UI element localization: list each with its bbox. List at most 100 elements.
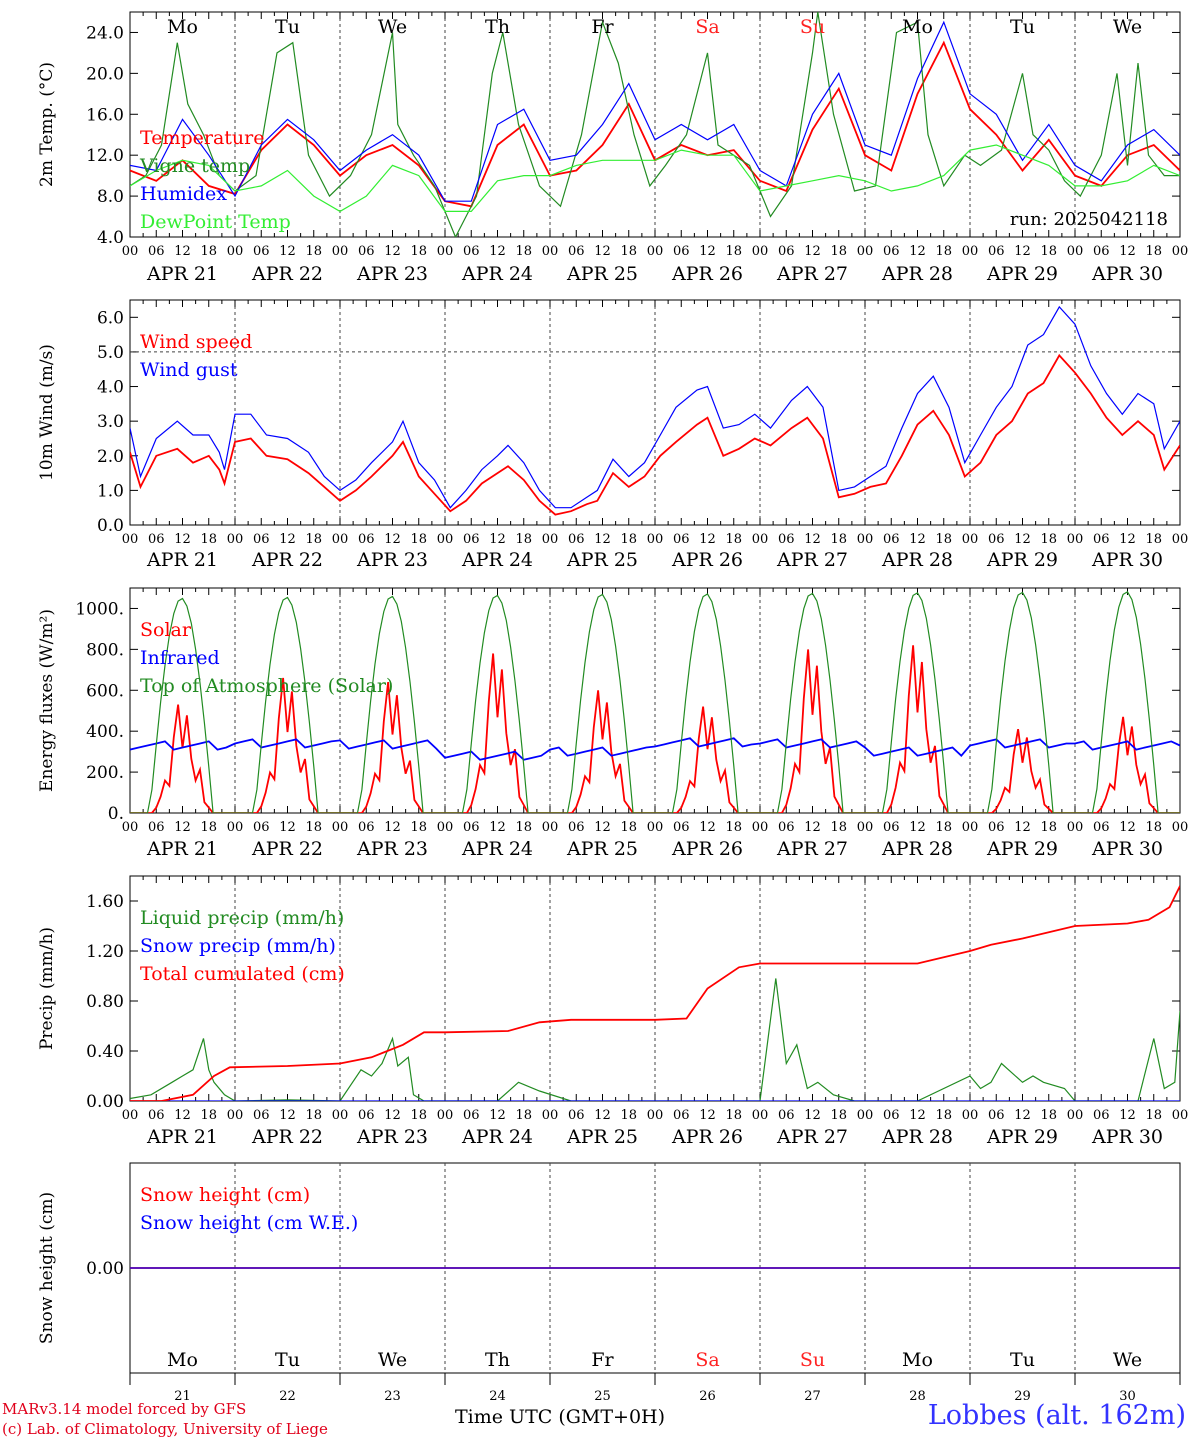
x-hour-label: 00 — [857, 244, 874, 259]
x-hour-label: 00 — [122, 820, 139, 835]
x-hour-label: 18 — [200, 820, 217, 835]
x-date-label: APR 26 — [671, 1126, 743, 1148]
weekday-label: We — [1113, 16, 1142, 38]
x-date-label: APR 27 — [776, 1126, 848, 1148]
x-hour-label: 18 — [305, 1108, 322, 1123]
x-hour-label: 06 — [253, 532, 270, 547]
weekday-label: Tu — [275, 16, 300, 38]
x-hour-label: 00 — [647, 820, 664, 835]
x-hour-label: 12 — [174, 820, 191, 835]
legend-entry: Wind gust — [140, 359, 238, 381]
series-group — [130, 885, 1180, 1101]
x-date-label: APR 27 — [776, 549, 848, 571]
x-hour-label: 00 — [647, 244, 664, 259]
x-hour-label: 18 — [200, 244, 217, 259]
x-hour-label: 00 — [227, 1108, 244, 1123]
x-hour-label: 00 — [542, 1108, 559, 1123]
x-hour-label: 18 — [410, 1108, 427, 1123]
weekday-label-bottom: Th — [485, 1349, 510, 1371]
weekday-label-bottom: Tu — [275, 1349, 300, 1371]
x-hour-label: 12 — [699, 1108, 716, 1123]
x-hour-label: 06 — [568, 820, 585, 835]
y-tick-label: 0.80 — [86, 992, 124, 1012]
x-hour-label: 18 — [305, 244, 322, 259]
series-line-dewpoint-temp — [130, 144, 1180, 213]
x-hour-label: 06 — [148, 1108, 165, 1123]
x-date-label: APR 25 — [566, 1126, 638, 1148]
x-hour-label: 06 — [883, 244, 900, 259]
x-hour-label: 06 — [463, 532, 480, 547]
x-hour-label: 06 — [568, 532, 585, 547]
legend-entry: Humidex — [140, 183, 227, 205]
day-number-label: 22 — [279, 1389, 296, 1404]
x-hour-label: 00 — [227, 244, 244, 259]
panel-energy-panel: 0. 200. 400. 600. 800. 1000. Energy fluxes (W/… — [37, 587, 1188, 860]
x-hour-label: 18 — [620, 820, 637, 835]
x-hour-label: 12 — [909, 244, 926, 259]
x-hour-label: 12 — [594, 532, 611, 547]
series-line-wind-speed — [130, 353, 1180, 516]
x-hour-label: 06 — [778, 1108, 795, 1123]
legend-entry: Liquid precip (mm/h) — [140, 907, 344, 929]
panel-frame — [129, 587, 1181, 814]
x-date-label: APR 23 — [356, 1126, 428, 1148]
y-tick-label: 6.0 — [97, 308, 124, 328]
x-hour-label: 00 — [437, 532, 454, 547]
x-hour-label: 18 — [620, 532, 637, 547]
x-axis-title: Time UTC (GMT+0H) — [455, 1406, 666, 1428]
x-hour-label: 06 — [883, 1108, 900, 1123]
series-group — [130, 12, 1180, 237]
x-date-label: APR 27 — [776, 838, 848, 860]
x-hour-label: 18 — [1040, 820, 1057, 835]
legend-entry: DewPoint Temp — [140, 211, 291, 233]
weekday-label: Sa — [695, 16, 719, 38]
credit-line-2: (c) Lab. of Climatology, University of L… — [2, 1420, 328, 1438]
x-hour-label: 00 — [1067, 532, 1084, 547]
series-line-solar — [130, 645, 1180, 813]
x-date-label: APR 25 — [566, 263, 638, 285]
y-tick-label: 600. — [86, 681, 124, 701]
y-tick-label: 16.0 — [86, 105, 124, 125]
x-date-label: APR 26 — [671, 838, 743, 860]
x-hour-label: 00 — [122, 244, 139, 259]
day-number-label: 24 — [489, 1389, 506, 1404]
y-tick-label: 400. — [86, 722, 124, 742]
x-hour-label: 12 — [909, 1108, 926, 1123]
x-hour-label: 00 — [332, 820, 349, 835]
x-hour-label: 18 — [935, 532, 952, 547]
y-tick-label: 0.0 — [97, 516, 124, 536]
x-hour-label: 18 — [410, 820, 427, 835]
x-date-label: APR 21 — [146, 549, 218, 571]
y-tick-label: 1.0 — [97, 481, 124, 501]
x-hour-label: 06 — [358, 532, 375, 547]
x-hour-label: 12 — [384, 532, 401, 547]
x-hour-label: 00 — [437, 244, 454, 259]
y-axis-label: 10m Wind (m/s) — [37, 344, 57, 481]
y-tick-label: 4.0 — [97, 378, 124, 398]
y-axis-label: Snow height (cm) — [37, 1192, 57, 1344]
x-hour-label: 18 — [515, 244, 532, 259]
x-hour-label: 12 — [594, 244, 611, 259]
x-hour-label: 18 — [410, 532, 427, 547]
x-hour-label: 12 — [489, 532, 506, 547]
x-hour-label: 00 — [332, 532, 349, 547]
x-date-label: APR 28 — [881, 1126, 953, 1148]
x-hour-label: 18 — [620, 1108, 637, 1123]
y-tick-label: 800. — [86, 640, 124, 660]
panel-precip-panel: 0.00 0.40 0.80 1.20 1.60 Precip (mm/h) 00 06 12 1… — [37, 875, 1188, 1148]
x-hour-label: 00 — [1172, 532, 1189, 547]
y-tick-label: 20.0 — [86, 64, 124, 84]
x-hour-label: 12 — [804, 244, 821, 259]
x-date-label: APR 27 — [776, 263, 848, 285]
x-hour-label: 12 — [699, 532, 716, 547]
x-hour-label: 18 — [725, 820, 742, 835]
x-hour-label: 18 — [1145, 244, 1162, 259]
day-number-label: 26 — [699, 1389, 716, 1404]
x-date-label: APR 29 — [986, 838, 1058, 860]
x-date-label: APR 29 — [986, 1126, 1058, 1148]
series-line-total-cumulated-cm- — [130, 885, 1180, 1101]
x-hour-label: 18 — [725, 1108, 742, 1123]
x-date-label: APR 22 — [251, 838, 323, 860]
x-hour-label: 06 — [463, 1108, 480, 1123]
weekday-label-bottom: Mo — [902, 1349, 933, 1371]
